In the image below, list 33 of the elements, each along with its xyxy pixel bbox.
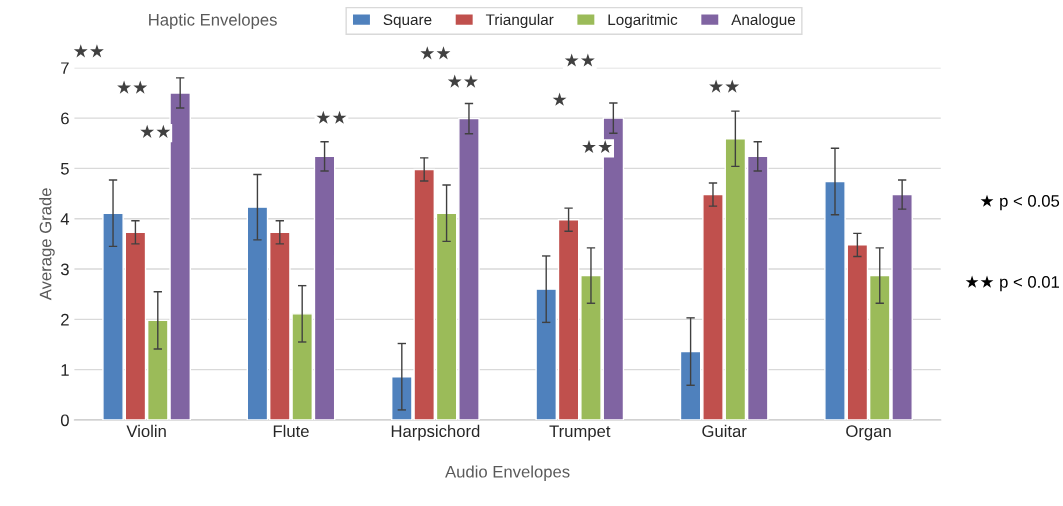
- annotation: ★★: [709, 79, 740, 93]
- y-axis-title: Average Grade: [39, 188, 55, 301]
- x-tick-label: Flute: [273, 424, 309, 438]
- y-tick-label: 4: [60, 213, 70, 225]
- legend-title: Haptic Envelopes: [149, 13, 277, 30]
- y-tick-label: 2: [61, 313, 69, 326]
- x-tick-label: Harpsichord: [391, 424, 480, 441]
- text: ★★: [564, 53, 595, 67]
- x-tick-label: Organ: [846, 425, 891, 441]
- annotation: ★★: [140, 124, 171, 138]
- x-tick-label: Violin: [126, 424, 166, 438]
- text: ★★ p < 0.01: [965, 275, 1059, 292]
- x-axis-title: Audio Envelopes: [445, 465, 570, 481]
- legend-label: Triangular: [485, 13, 554, 29]
- x-tick-label: Trumpet: [549, 425, 611, 441]
- y-tick-label: 1: [61, 364, 69, 376]
- x-tick-label: Guitar: [702, 424, 747, 438]
- legend-label: Analogue: [731, 13, 796, 29]
- annotation: ★★: [582, 139, 613, 154]
- annotation: ★: [552, 92, 567, 106]
- annotation: ★★: [316, 110, 347, 124]
- text: ★★: [420, 46, 451, 60]
- y-tick-label: 5: [60, 163, 69, 175]
- legend-label: Logaritmic: [608, 13, 678, 29]
- text: ★ p < 0.05: [980, 194, 1060, 211]
- text: ★★: [73, 44, 104, 58]
- annotation: ★★: [447, 74, 478, 88]
- annotation: ★★: [117, 80, 148, 94]
- legend-label: Square: [383, 14, 432, 29]
- y-tick-label: 0: [60, 414, 69, 427]
- y-tick-label: 3: [60, 263, 69, 276]
- y-tick-label: 6: [61, 112, 69, 125]
- y-tick-label: 7: [61, 62, 69, 74]
